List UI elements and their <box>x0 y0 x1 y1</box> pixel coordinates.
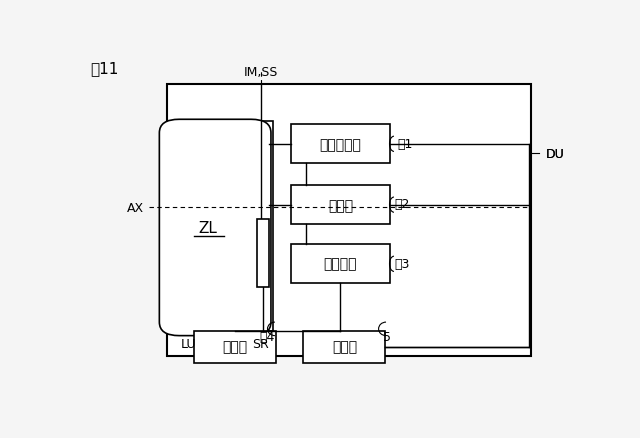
Text: 表示部: 表示部 <box>332 339 357 353</box>
Text: ～2: ～2 <box>394 198 410 211</box>
Text: メモリー: メモリー <box>324 257 357 271</box>
Text: AX: AX <box>127 201 145 214</box>
Text: DU: DU <box>547 147 565 160</box>
Text: LU: LU <box>180 338 196 350</box>
Bar <box>257 219 269 287</box>
Text: ～4: ～4 <box>260 330 275 343</box>
Text: SR: SR <box>252 338 268 350</box>
Text: IM,SS: IM,SS <box>244 66 278 79</box>
Bar <box>291 245 390 283</box>
Text: ZL: ZL <box>198 220 218 235</box>
Bar <box>174 122 273 331</box>
Text: 5: 5 <box>383 330 390 343</box>
Text: 操作部: 操作部 <box>223 339 248 353</box>
Text: 制御部: 制御部 <box>328 198 353 212</box>
Bar <box>291 186 390 225</box>
Text: ～3: ～3 <box>394 258 410 271</box>
Text: 信号処理部: 信号処理部 <box>319 138 362 152</box>
Text: 囱11: 囱11 <box>90 61 118 76</box>
FancyBboxPatch shape <box>159 120 271 336</box>
Text: DU: DU <box>547 147 565 160</box>
Bar <box>167 85 531 356</box>
Bar <box>303 331 385 363</box>
Text: ～1: ～1 <box>397 138 413 151</box>
Bar <box>291 125 390 164</box>
Bar <box>194 331 276 363</box>
